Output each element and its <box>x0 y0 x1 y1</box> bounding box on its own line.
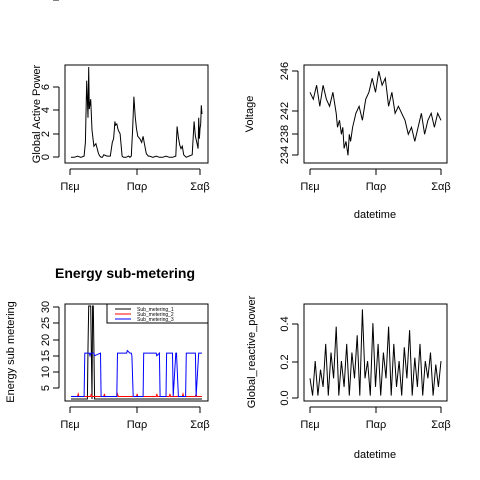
legend-entry: Sub_metering_2 <box>137 312 174 318</box>
y-tick-label: 242 <box>279 102 291 120</box>
series-line-1 <box>309 309 442 396</box>
y-tick-label: 246 <box>279 62 291 80</box>
y-tick-label: 234 <box>279 146 291 164</box>
y-tick-label: 4 <box>40 107 52 113</box>
series-line-1 <box>71 66 203 158</box>
x-tick-label: Παρ <box>127 419 148 431</box>
x-tick-label: Παρ <box>127 181 148 193</box>
y-tick-label: 10 <box>40 366 52 378</box>
y-tick-label: 0.4 <box>279 316 291 331</box>
x-tick-label: Πεμ <box>60 181 79 193</box>
energy-sub-metering-panel: ΠεμΠαρΣαβ5101520253035Energy sub meterin… <box>5 0 210 431</box>
y-axis-label: Global_reactive_power <box>246 295 258 408</box>
x-axis-label: datetime <box>354 449 396 461</box>
series-line-2 <box>71 391 202 397</box>
x-tick-label: Σαβ <box>431 419 451 431</box>
series-line-1 <box>71 305 202 400</box>
x-tick-label: Παρ <box>366 181 387 193</box>
series-line-3 <box>71 349 202 397</box>
x-tick-label: Πεμ <box>300 419 319 431</box>
y-tick-label: 20 <box>40 334 52 346</box>
x-tick-label: Σαβ <box>190 181 210 193</box>
y-tick-label: 0.0 <box>279 390 291 405</box>
y-tick-label: 0.2 <box>279 354 291 369</box>
plot-frame <box>64 64 209 164</box>
y-axis-label: Global Active Power <box>31 64 43 163</box>
y-tick-label: 0 <box>40 154 52 160</box>
chart-title: Energy sub-metering <box>55 265 195 281</box>
y-tick-label: 35 <box>43 0 55 3</box>
x-tick-label: Πεμ <box>60 419 79 431</box>
x-tick-label: Πεμ <box>300 181 319 193</box>
voltage-panel: Πεμ Παρ Σαβ 234 238 242 246 Voltage datetime <box>244 62 451 221</box>
x-tick-label: Σαβ <box>431 181 451 193</box>
legend-entry: Sub_metering_3 <box>137 317 174 323</box>
y-tick-label: 5 <box>40 385 52 391</box>
y-tick-label: 238 <box>279 125 291 143</box>
y-tick-label: 6 <box>40 84 52 90</box>
series-line-1 <box>309 71 442 156</box>
x-tick-label: Σαβ <box>190 419 210 431</box>
x-axis-label: datetime <box>354 209 396 221</box>
plot-frame <box>303 64 448 164</box>
plot-frame <box>303 303 448 402</box>
x-tick-label: Παρ <box>366 419 387 431</box>
y-tick-label: 2 <box>40 131 52 137</box>
global-reactive-power-panel: Πεμ Παρ Σαβ 0.0 0.2 0.4 Global_reactive_powerd… <box>246 295 451 461</box>
y-tick-label: 15 <box>40 350 52 362</box>
y-axis-label: Voltage <box>244 96 256 133</box>
y-tick-label: 25 <box>40 317 52 329</box>
legend-box <box>106 303 209 324</box>
y-tick-label: 30 <box>40 301 52 313</box>
legend-entry: Sub_metering_1 <box>137 307 174 313</box>
y-axis-label: Energy sub metering <box>5 301 17 403</box>
